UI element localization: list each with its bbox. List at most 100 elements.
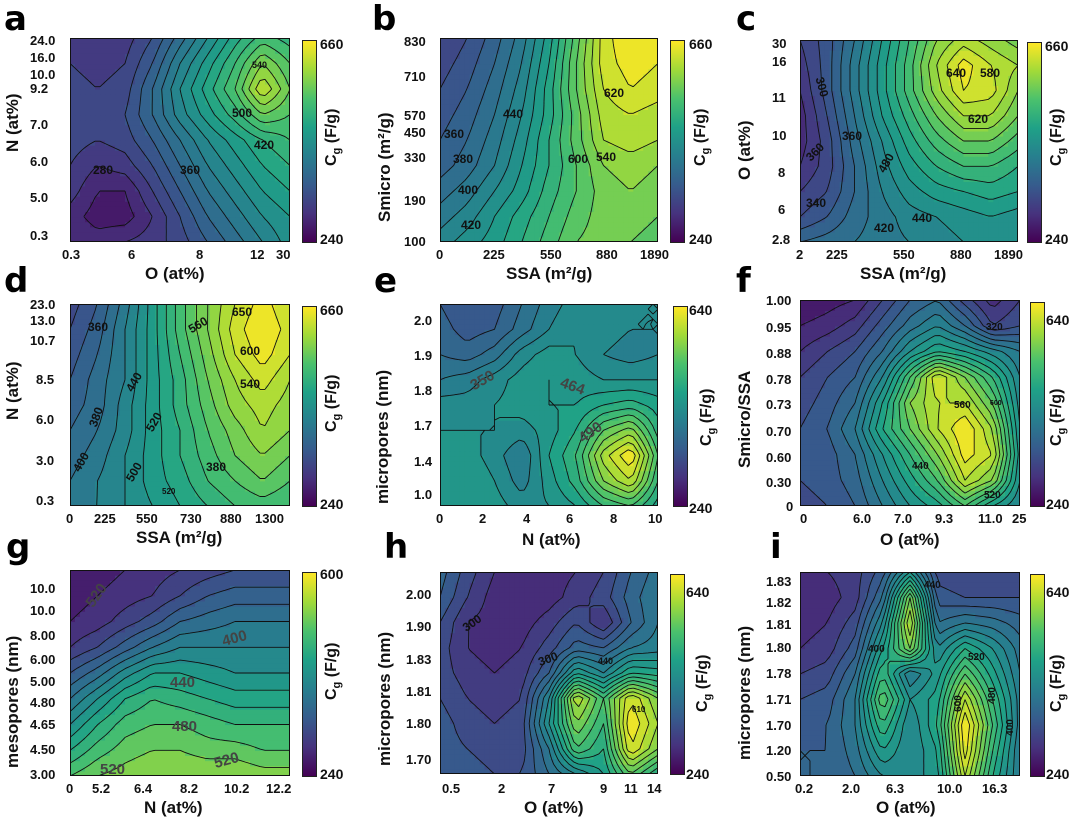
contour-cell	[874, 161, 880, 167]
contour-cell	[529, 48, 535, 54]
contour-cell	[524, 104, 530, 110]
contour-cell	[280, 191, 286, 197]
contour-cell	[618, 170, 624, 177]
contour-cell	[529, 221, 535, 228]
contour-cell	[275, 206, 281, 212]
contour-cell	[240, 221, 246, 228]
contour-cell	[120, 160, 126, 167]
contour-cell	[648, 226, 654, 233]
y-tick-b: 190	[404, 193, 426, 208]
contour-cell	[618, 89, 624, 95]
contour-cell	[923, 221, 930, 228]
contour-cell	[879, 151, 885, 157]
contour-cell	[653, 206, 658, 212]
contour-cell	[225, 94, 231, 100]
contour-cell	[839, 226, 846, 233]
contour-cell	[1013, 110, 1018, 117]
contour-cell	[80, 150, 86, 156]
contour-cell	[275, 78, 281, 85]
contour-cell	[440, 196, 446, 202]
contour-cell	[484, 99, 491, 105]
contour-cell	[115, 78, 121, 85]
contour-cell	[85, 63, 91, 70]
contour-cell	[265, 155, 271, 161]
contour-cell	[988, 156, 994, 162]
contour-cell	[529, 89, 535, 95]
contour-cell	[938, 146, 945, 152]
contour-cell	[509, 140, 515, 146]
contour-cell	[150, 216, 156, 223]
contour-cell	[115, 114, 121, 121]
contour-cell	[648, 109, 654, 116]
contour-cell	[943, 156, 950, 162]
contour-cell	[1003, 156, 1009, 162]
contour-cell	[210, 206, 216, 212]
contour-cell	[593, 134, 600, 141]
contour-cell	[598, 58, 605, 65]
contour-cell	[983, 226, 989, 233]
contour-cell	[839, 161, 846, 167]
contour-cell	[125, 58, 131, 65]
contour-cell	[155, 38, 161, 44]
contour-cell	[504, 58, 510, 65]
contour-cell	[534, 236, 540, 242]
contour-cell	[250, 89, 256, 95]
contour-cell	[444, 43, 451, 49]
contour-cell	[613, 155, 619, 161]
contour-cell	[225, 48, 231, 54]
contour-cell	[484, 73, 491, 80]
contour-cell	[978, 196, 984, 203]
contour-cell	[215, 58, 221, 65]
contour-cell	[260, 185, 266, 192]
contour-cell	[913, 231, 920, 238]
contour-cell	[474, 145, 481, 151]
contour-cell	[909, 231, 915, 238]
contour-cell	[454, 119, 461, 126]
contour-cell	[459, 155, 466, 161]
colorbar-a	[302, 40, 317, 243]
contour-cell	[549, 94, 555, 100]
contour-cell	[859, 171, 865, 177]
contour-cell	[553, 124, 560, 131]
contour-cell	[899, 186, 905, 193]
contour-cell	[280, 160, 286, 167]
contour-cell	[524, 134, 530, 141]
contour-cell	[195, 175, 201, 182]
contour-cell	[215, 119, 221, 126]
contour-cell	[519, 134, 525, 141]
contour-cell	[80, 170, 86, 177]
contour-cell	[170, 160, 176, 167]
contour-cell	[933, 201, 940, 208]
contour-cell	[220, 180, 226, 187]
contour-cell	[210, 191, 216, 197]
contour-cell	[988, 161, 994, 167]
contour-cell	[884, 186, 890, 193]
contour-cell	[539, 83, 545, 90]
contour-cell	[235, 94, 241, 100]
contour-cell	[185, 83, 191, 90]
contour-cell	[583, 226, 590, 233]
contour-cell	[973, 236, 979, 242]
contour-cell	[859, 135, 865, 142]
contour-cell	[918, 176, 925, 182]
contour-cell	[869, 231, 875, 238]
contour-cell	[260, 104, 266, 110]
contour-cell	[285, 165, 290, 172]
contour-cell	[479, 48, 486, 54]
contour-cell	[948, 141, 955, 147]
contour-cell	[958, 206, 965, 213]
contour-cell	[879, 196, 885, 203]
contour-cell	[923, 181, 930, 188]
contour-cell	[145, 191, 151, 197]
contour-cell	[534, 216, 540, 223]
contour-cell	[814, 201, 821, 208]
contour-cell	[105, 191, 111, 197]
contour-cell	[260, 73, 266, 80]
contour-cell	[534, 180, 540, 187]
contour-cell	[105, 89, 111, 95]
contour-cell	[449, 73, 456, 80]
contour-cell	[250, 99, 256, 105]
contour-cell	[479, 221, 486, 228]
contour-cell	[280, 201, 286, 207]
contour-cell	[869, 85, 875, 92]
